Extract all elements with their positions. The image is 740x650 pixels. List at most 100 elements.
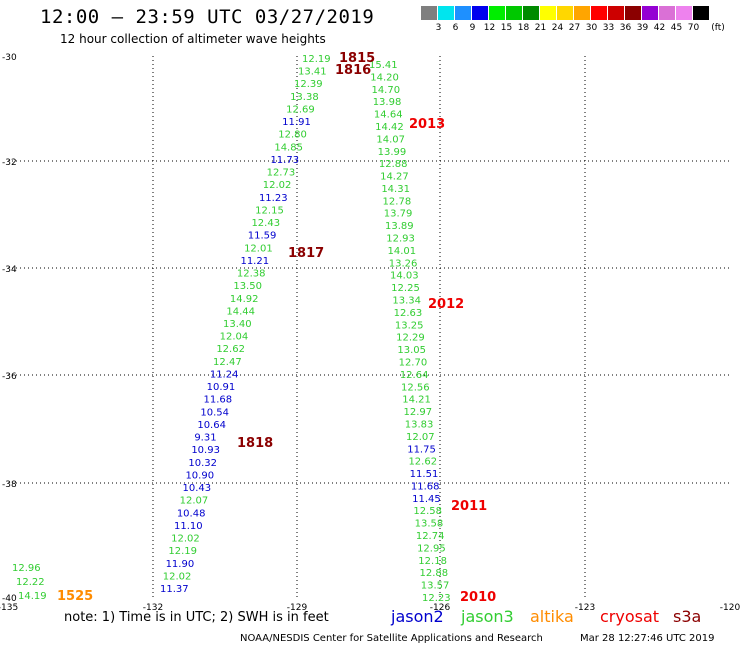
pass-time-label: 1815 <box>339 51 375 66</box>
wave-height-value: 12.62 <box>216 344 245 355</box>
scale-swatch <box>693 6 710 20</box>
scale-label: 42 <box>653 23 666 33</box>
wave-height-value: 13.40 <box>223 319 252 330</box>
wave-height-value: 12.38 <box>237 269 266 280</box>
scale-label: 6 <box>452 23 459 33</box>
wave-height-value: 14.92 <box>230 294 259 305</box>
wave-height-value: 14.19 <box>18 591 47 602</box>
wave-height-value: 12.23 <box>422 593 451 604</box>
wave-height-value: 12.15 <box>255 205 284 216</box>
wave-height-value: 12.07 <box>406 432 435 443</box>
wave-height-value: 11.45 <box>412 494 441 505</box>
wave-height-value: 11.37 <box>160 584 189 595</box>
wave-height-value: 10.54 <box>200 407 229 418</box>
wave-height-value: 12.19 <box>168 546 197 557</box>
scale-swatch <box>506 6 523 20</box>
wave-height-value: 12.47 <box>213 357 242 368</box>
wave-height-value: 12.58 <box>413 506 442 517</box>
wave-height-value: 12.02 <box>171 534 200 545</box>
lon-tick-label: -132 <box>143 603 163 613</box>
wave-height-value: 14.64 <box>374 110 403 121</box>
scale-label: 30 <box>585 23 598 33</box>
wave-height-value: 14.85 <box>274 142 303 153</box>
wave-height-value: 12.01 <box>244 243 273 254</box>
scale-swatch <box>676 6 693 20</box>
scale-label: 24 <box>551 23 564 33</box>
wave-height-value: 13.79 <box>384 209 413 220</box>
wave-height-value: 14.42 <box>375 122 404 133</box>
wave-height-value: 13.50 <box>233 281 262 292</box>
scale-unit: (ft) <box>711 23 725 33</box>
wave-height-value: 12.97 <box>404 407 433 418</box>
wave-height-value: 11.73 <box>270 155 299 166</box>
wave-height-value: 14.07 <box>376 134 405 145</box>
legend-jason2: jason2 <box>391 607 444 626</box>
scale-swatch <box>574 6 591 20</box>
wave-height-value: 13.98 <box>373 97 402 108</box>
pass-time-label: 2010 <box>460 590 496 605</box>
scale-swatch <box>625 6 642 20</box>
wave-height-value: 12.88 <box>379 159 408 170</box>
scale-label: 70 <box>687 23 700 33</box>
wave-height-value: 10.91 <box>207 382 236 393</box>
legend-jason3: jason3 <box>461 607 514 626</box>
wave-height-value: 13.83 <box>405 419 434 430</box>
lon-tick-label: -126 <box>430 603 451 613</box>
lat-tick-label: -30 <box>2 53 17 63</box>
wave-height-value: 12.19 <box>302 54 331 65</box>
pass-time-label: 1816 <box>335 63 371 78</box>
wave-height-value: 12.22 <box>16 577 45 588</box>
wave-height-value: 11.24 <box>210 369 239 380</box>
wave-height-value: 13.26 <box>389 258 418 269</box>
scale-label: 9 <box>469 23 476 33</box>
wave-height-value: 12.64 <box>400 370 429 381</box>
wave-height-value: 13.38 <box>290 92 319 103</box>
wave-height-value: 14.44 <box>226 306 255 317</box>
wave-height-value: 12.39 <box>294 79 323 90</box>
scale-swatch <box>642 6 659 20</box>
map-title: 12:00 — 23:59 UTC 03/27/2019 <box>40 6 375 28</box>
pass-time-label: 2012 <box>428 297 464 312</box>
pass-time-label: 2011 <box>451 499 487 514</box>
wave-height-value: 12.88 <box>420 568 449 579</box>
pass-time-label: 2013 <box>409 117 445 132</box>
wave-height-value: 12.04 <box>220 332 249 343</box>
scale-label: 36 <box>619 23 632 33</box>
wave-height-value: 14.31 <box>381 184 410 195</box>
scale-label: 45 <box>670 23 683 33</box>
wave-height-value: 12.96 <box>12 563 41 574</box>
wave-height-value: 10.48 <box>177 508 206 519</box>
lat-tick-label: -38 <box>2 480 17 490</box>
wave-height-value: 10.43 <box>183 483 212 494</box>
wave-height-value: 12.74 <box>416 531 445 542</box>
wave-height-value: 15.41 <box>369 60 398 71</box>
wave-height-value: 11.51 <box>410 469 439 480</box>
wave-height-value: 9.31 <box>194 433 216 444</box>
scale-swatch <box>489 6 506 20</box>
scale-label: 21 <box>534 23 547 33</box>
wave-height-value: 11.59 <box>248 231 277 242</box>
wave-height-value: 11.68 <box>411 481 440 492</box>
scale-swatch <box>608 6 625 20</box>
wave-height-value: 13.99 <box>378 147 407 158</box>
wave-height-value: 13.05 <box>397 345 426 356</box>
wave-height-value: 11.10 <box>174 521 203 532</box>
credit-line: NOAA/NESDIS Center for Satellite Applica… <box>240 633 543 644</box>
footnote: note: 1) Time is in UTC; 2) SWH is in fe… <box>64 610 329 625</box>
wave-height-value: 11.68 <box>204 395 233 406</box>
wave-height-value: 12.02 <box>263 180 292 191</box>
scale-label: 12 <box>483 23 496 33</box>
scale-swatch <box>455 6 472 20</box>
wave-height-value: 12.69 <box>286 104 315 115</box>
wave-height-value: 13.41 <box>298 67 327 78</box>
wave-height-value: 14.03 <box>390 271 419 282</box>
legend-s3a: s3a <box>673 607 702 626</box>
scale-label: 3 <box>435 23 442 33</box>
wave-height-value: 12.73 <box>267 168 296 179</box>
wave-height-value: 12.62 <box>408 457 437 468</box>
wave-height-value: 12.02 <box>163 571 192 582</box>
wave-height-value: 11.75 <box>407 444 436 455</box>
wave-height-value: 12.70 <box>399 357 428 368</box>
scale-swatch <box>438 6 455 20</box>
